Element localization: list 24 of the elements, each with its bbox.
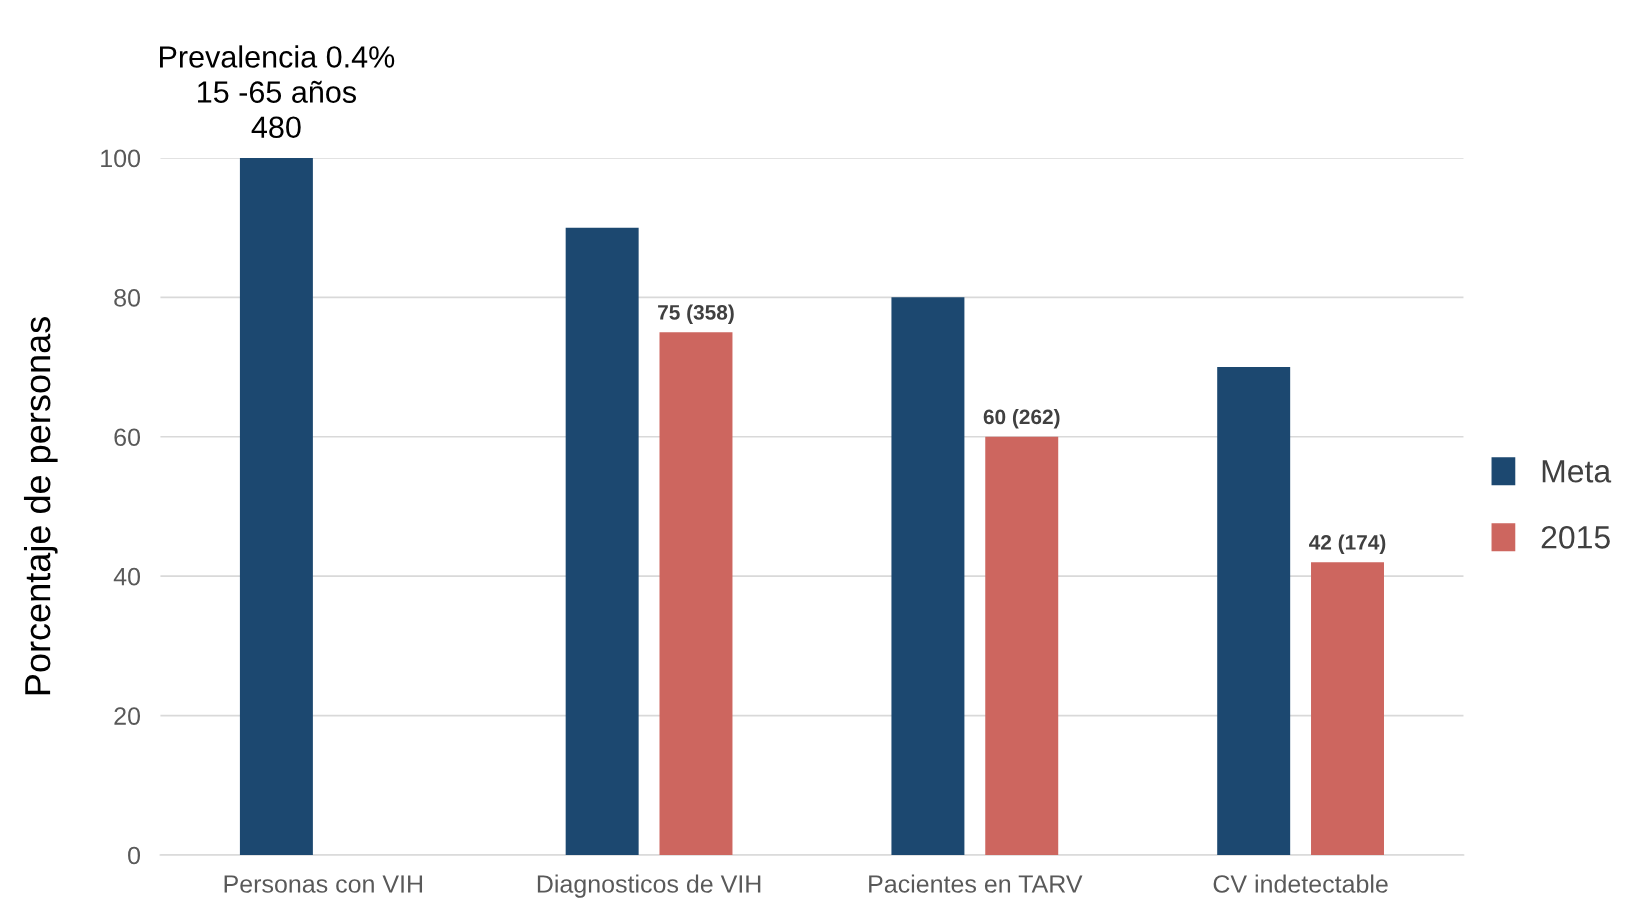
y-tick-label: 100 xyxy=(101,149,141,168)
x-tick-label: Diagnosticos de VIH xyxy=(537,874,761,898)
bar xyxy=(239,157,313,856)
data-label: 75 (358) xyxy=(658,304,734,324)
bar xyxy=(891,297,965,856)
bar xyxy=(1217,367,1291,856)
x-tick-label: CV indetectable xyxy=(1213,874,1388,893)
y-tick-label: 0 xyxy=(128,846,140,865)
bar xyxy=(659,332,733,856)
data-label: 42 (174) xyxy=(1309,534,1386,554)
y-tick-label: 80 xyxy=(114,288,141,307)
bar xyxy=(1311,562,1384,856)
y-tick-label: 40 xyxy=(113,567,141,586)
data-label: 60 (262) xyxy=(983,409,1060,429)
text: Prevalencia 0.4% 15 -65 años 480 xyxy=(160,45,395,139)
y-tick-label: 60 xyxy=(114,428,141,447)
legend-label: 2015 xyxy=(1541,526,1610,549)
y-tick-label: 20 xyxy=(114,707,141,725)
x-tick-label: Personas con VIH xyxy=(224,875,423,893)
legend-label: Meta xyxy=(1542,460,1612,483)
x-tick-label: Pacientes en TARV xyxy=(869,874,1083,893)
bar xyxy=(985,436,1059,856)
bar xyxy=(565,227,639,856)
y-axis-title: Porcentaje de personas xyxy=(23,317,58,695)
